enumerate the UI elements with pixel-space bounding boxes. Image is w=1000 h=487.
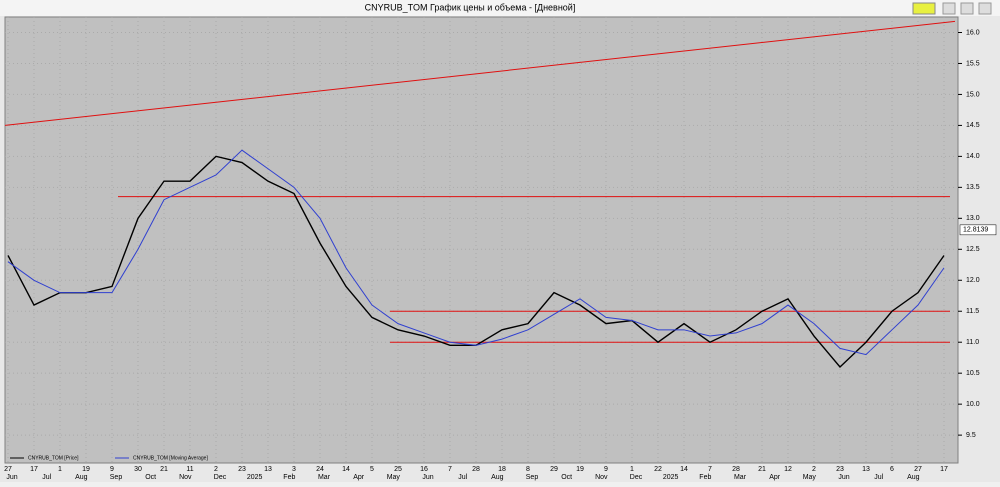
x-tick-label: 9 (604, 466, 608, 473)
pin-button[interactable] (912, 2, 936, 15)
y-tick-label: 11.5 (966, 308, 979, 315)
x-tick-label: 23 (238, 466, 246, 473)
month-label: Aug (491, 474, 504, 481)
month-label: Sep (526, 474, 539, 481)
y-tick-label: 12.0 (966, 277, 980, 284)
x-tick-label: 28 (732, 466, 740, 473)
x-tick-label: 19 (82, 466, 90, 473)
x-tick-label: 19 (576, 466, 584, 473)
y-tick-label: 14.5 (966, 122, 980, 129)
window-title: CNYRUB_TOM График цены и объема - [Дневн… (365, 2, 576, 12)
month-label: Jul (458, 474, 467, 481)
month-label: 2025 (247, 474, 263, 481)
month-label: Oct (145, 474, 156, 481)
trend-line (4, 20, 956, 126)
y-tick-label: 10.5 (966, 370, 980, 377)
x-tick-label: 13 (264, 466, 272, 473)
month-label: Aug (75, 474, 88, 481)
y-tick-label: 13.5 (966, 184, 980, 191)
title-bar (0, 0, 1000, 16)
x-tick-label: 1 (630, 466, 634, 473)
month-label: Sep (110, 474, 123, 481)
close-button[interactable] (978, 2, 992, 15)
x-tick-label: 22 (654, 466, 662, 473)
x-tick-label: 30 (134, 466, 142, 473)
month-label: Nov (179, 474, 192, 481)
maximize-button[interactable] (960, 2, 974, 15)
legend-label: CNYRUB_TOM [Moving Average] (133, 455, 208, 461)
x-tick-label: 17 (30, 466, 38, 473)
x-tick-label: 13 (862, 466, 870, 473)
x-tick-label: 8 (526, 466, 530, 473)
y-tick-label: 10.0 (966, 401, 980, 408)
x-tick-label: 11 (186, 466, 193, 473)
minimize-button[interactable] (942, 2, 956, 15)
y-tick-label: 12.5 (966, 246, 980, 253)
month-label: Apr (353, 474, 365, 481)
x-tick-label: 21 (758, 466, 766, 473)
month-label: Mar (318, 474, 331, 481)
y-tick-label: 15.5 (966, 60, 980, 67)
month-label: Mar (734, 474, 747, 481)
month-label: Jul (42, 474, 51, 481)
x-tick-label: 2 (812, 466, 816, 473)
x-tick-label: 25 (394, 466, 402, 473)
y-tick-label: 9.5 (966, 432, 976, 439)
plot-area (4, 16, 959, 464)
y-tick-label: 13.0 (966, 215, 980, 222)
month-label: Feb (283, 474, 295, 481)
series-line (7, 149, 945, 356)
month-label: Nov (595, 474, 608, 481)
x-tick-label: 7 (448, 466, 452, 473)
x-tick-label: 6 (890, 466, 894, 473)
x-tick-label: 7 (708, 466, 712, 473)
x-tick-label: 18 (498, 466, 506, 473)
x-tick-label: 2 (214, 466, 218, 473)
month-label: Jun (6, 474, 17, 481)
last-price-box (959, 224, 997, 236)
x-tick-label: 3 (292, 466, 296, 473)
y-tick-label: 16.0 (966, 29, 980, 36)
y-tick-label: 11.0 (966, 339, 979, 346)
month-label: Apr (769, 474, 781, 481)
y-tick-label: 14.0 (966, 153, 980, 160)
month-label: May (387, 474, 401, 481)
x-tick-label: 16 (420, 466, 428, 473)
month-label: Dec (214, 474, 227, 481)
month-label: Dec (630, 474, 643, 481)
x-tick-label: 17 (940, 466, 948, 473)
month-label: 2025 (663, 474, 679, 481)
legend-label: CNYRUB_TOM [Price] (28, 455, 79, 461)
month-label: May (803, 474, 817, 481)
last-price-label: 12.8139 (963, 227, 988, 234)
x-tick-label: 27 (4, 466, 12, 473)
month-label: Jun (838, 474, 849, 481)
month-label: Oct (561, 474, 572, 481)
month-label: Aug (907, 474, 920, 481)
x-tick-label: 1 (58, 466, 62, 473)
x-tick-label: 12 (784, 466, 792, 473)
x-tick-label: 21 (160, 466, 168, 473)
x-tick-label: 28 (472, 466, 480, 473)
x-tick-label: 23 (836, 466, 844, 473)
chart-layer: 16.0 15.5 15.0 14.5 14.0 13.5 13.0 12.5 12.0 11.5… (4, 17, 997, 481)
x-tick-label: 9 (110, 466, 114, 473)
y-tick-label: 15.0 (966, 91, 980, 98)
x-tick-label: 27 (914, 466, 922, 473)
x-tick-label: 29 (550, 466, 558, 473)
month-label: Feb (699, 474, 711, 481)
x-tick-label: 5 (370, 466, 374, 473)
x-tick-label: 14 (342, 466, 350, 473)
month-label: Jun (422, 474, 433, 481)
x-tick-label: 14 (680, 466, 688, 473)
x-tick-label: 24 (316, 466, 324, 473)
month-label: Jul (874, 474, 883, 481)
